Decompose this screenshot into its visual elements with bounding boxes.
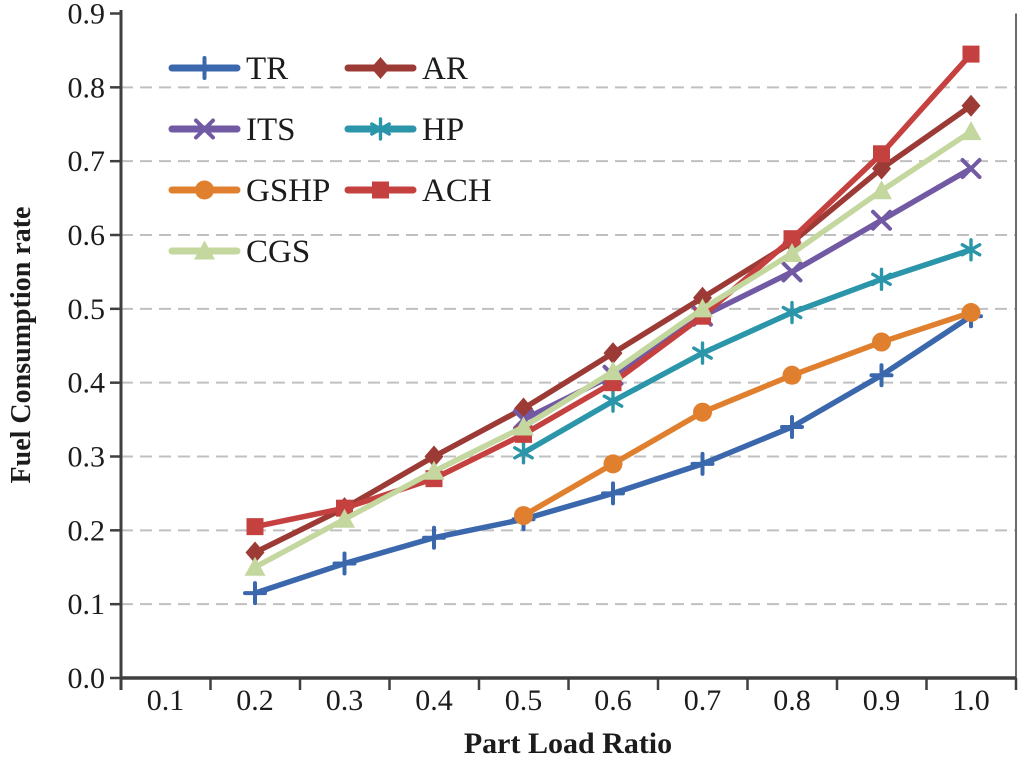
legend-label-TR: TR: [246, 51, 288, 87]
x-tick-label-1.0: 1.0: [952, 684, 990, 717]
x-tick-label-0.1: 0.1: [147, 684, 185, 717]
marker-CGS: [781, 242, 803, 262]
y-tick-label-0.6: 0.6: [68, 219, 106, 252]
marker-CGS: [871, 180, 892, 200]
marker-HP: [513, 441, 534, 465]
marker-ITS: [871, 209, 892, 231]
marker-ITS: [781, 261, 803, 283]
marker-AR: [245, 541, 265, 564]
y-tick-label-0.4: 0.4: [68, 367, 106, 400]
marker-GSHP: [693, 402, 712, 422]
y-axis-title: Fuel Consumption rate: [6, 207, 37, 484]
y-tick-label-0.5: 0.5: [68, 293, 106, 326]
x-tick-label-0.6: 0.6: [594, 684, 632, 717]
marker-TR: [601, 481, 625, 506]
x-tick-label-0.7: 0.7: [684, 684, 722, 717]
legend-label-CGS: CGS: [246, 234, 310, 270]
legend-label-GSHP: GSHP: [246, 173, 330, 209]
marker-HP: [692, 341, 713, 365]
legend-marker-CGS: [194, 240, 215, 260]
x-tick-label-0.4: 0.4: [415, 684, 453, 717]
line-HP: [520, 247, 974, 456]
x-tick-label-0.5: 0.5: [505, 684, 543, 717]
marker-TR: [690, 451, 715, 476]
marker-ACH: [962, 45, 980, 63]
marker-GSHP: [872, 332, 891, 352]
legend-item-HP: HP: [344, 112, 464, 148]
marker-CGS: [602, 361, 624, 381]
legend-label-HP: HP: [422, 112, 464, 148]
legend-item-ITS: ITS: [168, 112, 296, 148]
marker-ACH: [336, 499, 353, 517]
series-HP: [513, 238, 982, 465]
legend-item-ACH: ACH: [344, 173, 492, 209]
marker-CGS: [692, 298, 713, 318]
marker-TR: [780, 414, 804, 439]
marker-TR: [869, 363, 894, 388]
marker-ACH: [873, 145, 890, 163]
legend-label-ITS: ITS: [246, 112, 296, 148]
x-tick-label-0.8: 0.8: [773, 684, 811, 717]
legend-marker-GSHP: [195, 180, 214, 200]
marker-AR: [603, 342, 623, 365]
legend-item-AR: AR: [344, 51, 468, 87]
y-tick-label-0.8: 0.8: [68, 71, 106, 104]
marker-HP: [871, 267, 892, 291]
marker-CGS: [423, 460, 445, 480]
marker-CGS: [334, 508, 355, 528]
marker-HP: [602, 389, 624, 413]
y-tick-label-0.2: 0.2: [68, 514, 106, 547]
legend-marker-HP: [370, 117, 391, 141]
y-tick-label-0.1: 0.1: [68, 588, 106, 621]
x-tick-label-0.3: 0.3: [326, 684, 364, 717]
marker-TR: [332, 551, 357, 576]
marker-GSHP: [961, 303, 981, 323]
x-tick-label-0.2: 0.2: [236, 684, 274, 717]
axes: 0.0 0.1 0.2 0.3 0.4 0.5 0.6 0.7 0.8 0.9 0.1 0.2 0.3 0…: [68, 0, 1018, 717]
x-tick-label-0.9: 0.9: [863, 684, 901, 717]
legend-item-GSHP: GSHP: [168, 173, 330, 209]
marker-ACH: [246, 518, 264, 536]
x-axis-title: Part Load Ratio: [464, 727, 672, 760]
marker-GSHP: [782, 365, 802, 385]
marker-ACH: [783, 230, 801, 248]
legend-marker-ITS: [194, 118, 215, 140]
marker-HP: [960, 238, 982, 262]
marker-AR: [961, 94, 981, 117]
marker-CGS: [960, 121, 982, 141]
marker-AR: [872, 157, 891, 180]
marker-CGS: [513, 416, 534, 436]
legend: TR AR ITS HP GSHP ACH CGS: [168, 51, 492, 270]
legend-label-AR: AR: [422, 51, 468, 87]
legend-item-TR: TR: [168, 51, 288, 87]
legend-marker-TR: [192, 56, 217, 80]
y-tick-label-0.3: 0.3: [68, 441, 106, 474]
series-lines: [243, 45, 983, 606]
marker-CGS: [244, 556, 266, 576]
marker-AR: [424, 445, 444, 468]
series-CGS: [244, 121, 982, 576]
marker-HP: [781, 300, 803, 325]
legend-marker-AR: [371, 57, 390, 79]
marker-TR: [243, 581, 267, 606]
y-tick-label-0.7: 0.7: [68, 145, 106, 178]
legend-marker-ACH: [372, 181, 389, 199]
marker-GSHP: [514, 506, 533, 526]
marker-GSHP: [603, 454, 623, 474]
y-tick-label-0.9: 0.9: [68, 0, 106, 31]
legend-item-CGS: CGS: [168, 234, 310, 270]
marker-TR: [422, 525, 446, 550]
y-tick-label-0.0: 0.0: [68, 662, 106, 695]
series-GSHP: [514, 303, 981, 526]
marker-ITS: [960, 158, 982, 180]
line-GSHP: [520, 309, 974, 519]
legend-label-ACH: ACH: [422, 173, 492, 209]
